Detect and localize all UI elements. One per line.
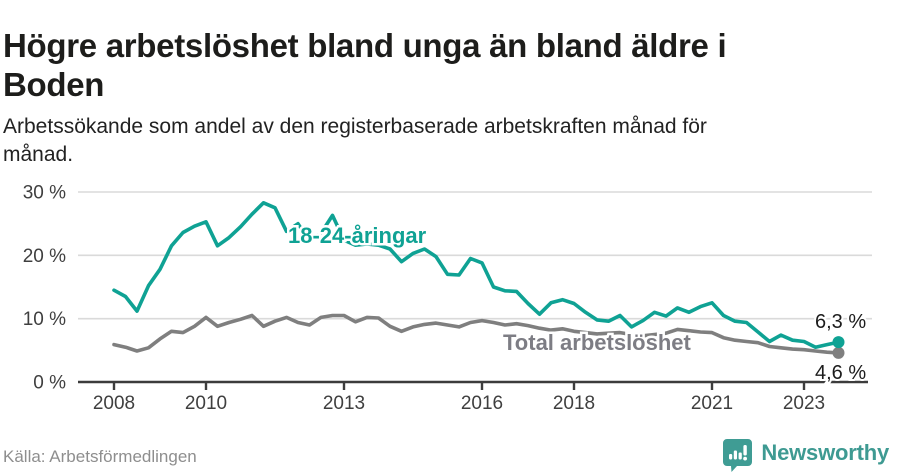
x-axis-tick-label: 2016: [461, 393, 503, 414]
x-axis-tick-label: 2010: [185, 393, 227, 414]
x-axis-tick-label: 2023: [783, 393, 825, 414]
series-end-value-label: 6,3 %: [815, 311, 866, 333]
x-axis-tick-label: 2018: [553, 393, 595, 414]
source-note: Källa: Arbetsförmedlingen: [3, 447, 197, 466]
page-subtitle: Arbetssökande som andel av den registerb…: [3, 115, 707, 166]
series-inline-label: Total arbetslöshet: [503, 330, 692, 355]
series-inline-label: 18-24-åringar: [288, 223, 427, 248]
newsworthy-bubble-icon: [723, 439, 753, 472]
chart-canvas: 0 % 10 % 20 % 30 % 2008 2010 2013 2016 2018 2021 2…: [23, 183, 872, 414]
series-end-dot: [832, 346, 845, 359]
y-axis-tick-label: 20 %: [23, 246, 66, 267]
brand-logo: Newsworthy: [722, 437, 889, 473]
line-chart: 0 % 10 % 20 % 30 % 2008 2010 2013 2016 2018 2021 2…: [0, 156, 900, 418]
y-axis-tick-label: 30 %: [23, 183, 66, 204]
x-axis-tick-label: 2013: [323, 393, 365, 414]
page-title: Högre arbetslöshet bland unga än bland ä…: [3, 27, 727, 104]
x-axis-tick-label: 2021: [691, 393, 733, 414]
series-end-dot: [832, 336, 845, 349]
series-end-value-label: 4,6 %: [815, 362, 866, 384]
y-axis-tick-label: 0 %: [33, 373, 66, 394]
series-line: [112, 200, 841, 349]
series-line: [112, 313, 841, 355]
brand-name: Newsworthy: [761, 440, 889, 465]
y-axis-tick-label: 10 %: [23, 309, 66, 330]
x-axis-tick-label: 2008: [93, 393, 135, 414]
